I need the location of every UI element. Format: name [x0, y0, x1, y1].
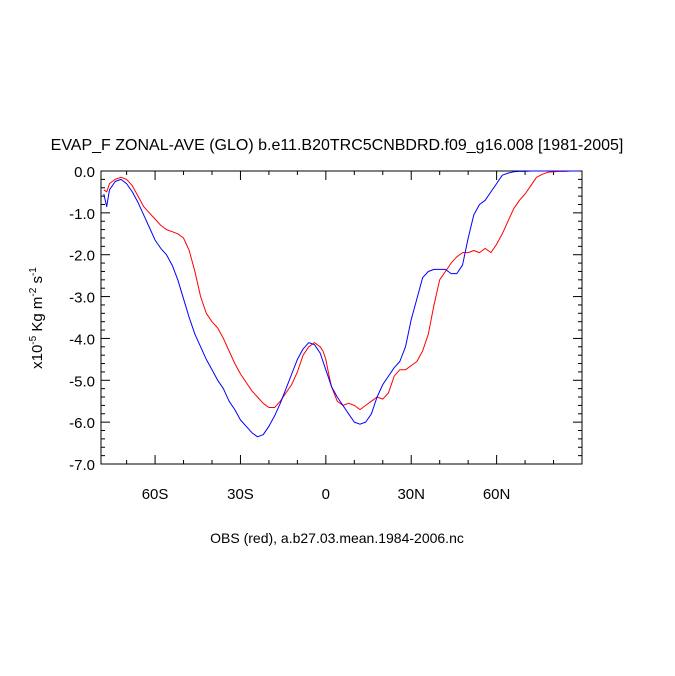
axis-ticks: [101, 170, 582, 465]
x-tick-label: 60S: [142, 486, 169, 503]
y-tick-label: 0.0: [74, 164, 95, 181]
plot-area: [100, 170, 583, 465]
chart-subtitle: OBS (red), a.b27.03.mean.1984-2006.nc: [210, 530, 464, 546]
x-tick-labels: 60S 30S 0 30N 60N: [142, 486, 511, 503]
x-tick-label: 60N: [483, 486, 511, 503]
y-axis-label-exp2: -2: [28, 287, 39, 296]
series-group: [103, 170, 580, 438]
series-line-1: [103, 170, 580, 438]
y-tick-label: -3.0: [69, 290, 95, 307]
x-tick-label: 0: [322, 486, 330, 503]
y-tick-label: -1.0: [69, 206, 95, 223]
x-tick-label: 30N: [397, 486, 425, 503]
chart-title: EVAP_F ZONAL-AVE (GLO) b.e11.B20TRC5CNBD…: [51, 137, 624, 154]
y-tick-label: -7.0: [69, 457, 95, 474]
y-tick-label: -5.0: [69, 373, 95, 390]
y-axis-label-units: Kg m: [29, 297, 46, 336]
y-tick-labels: 0.0 -1.0 -2.0 -3.0 -4.0 -5.0 -6.0 -7.0: [69, 164, 95, 474]
y-axis-label-main: x10: [29, 345, 46, 369]
y-tick-label: -2.0: [69, 248, 95, 265]
series-line-0: [103, 170, 580, 411]
x-tick-label: 30S: [227, 486, 254, 503]
y-axis-label: x10-5 Kg m-2 s-1: [28, 267, 46, 369]
y-tick-label: -6.0: [69, 415, 95, 432]
y-axis-label-exp1: -5: [28, 335, 39, 344]
plot-frame: [100, 170, 583, 465]
y-axis-label-exp3: -1: [28, 267, 39, 276]
y-tick-label: -4.0: [69, 331, 95, 348]
y-axis-label-s: s: [29, 276, 46, 288]
